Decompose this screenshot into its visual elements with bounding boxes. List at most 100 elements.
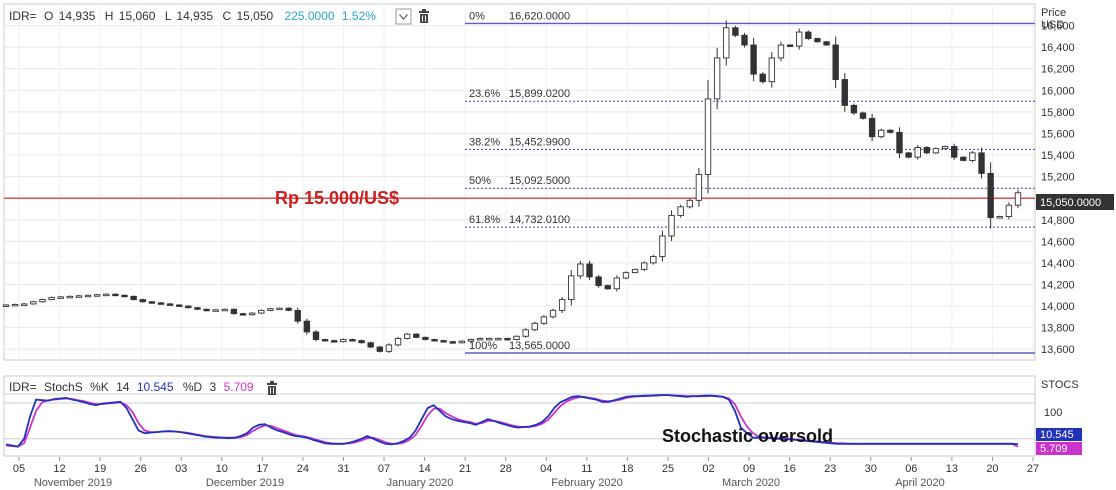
candle-body xyxy=(312,331,320,340)
candle-body xyxy=(403,333,411,339)
trash-icon[interactable] xyxy=(419,9,429,23)
candle-body xyxy=(321,339,329,342)
candle-body xyxy=(303,320,311,333)
stoch-gridlines xyxy=(4,393,1035,440)
stoch-plot-area xyxy=(3,375,1036,457)
fib-level-value: 15,452.9900 xyxy=(509,136,570,148)
price-tick-label: 15,800 xyxy=(1041,107,1075,119)
time-tick-label: 10 xyxy=(216,463,228,475)
candle-body xyxy=(595,276,602,287)
candle-body xyxy=(859,112,867,119)
fib-level-value: 13,565.0000 xyxy=(509,340,570,352)
stoch-k-label: %K xyxy=(90,380,109,394)
candle-body xyxy=(969,152,976,161)
candle-body xyxy=(267,308,274,311)
time-tick-label: 16 xyxy=(784,463,796,475)
candle-body xyxy=(157,302,165,305)
candle-body xyxy=(495,337,502,341)
fibonacci-levels: 0% 16,620.0000 23.6% 15,899.0200 38.2% 15,452… xyxy=(465,10,1035,354)
candle-body xyxy=(121,294,128,298)
candle-body xyxy=(741,34,748,46)
candle-body xyxy=(1014,192,1022,206)
stoch-d-label: %D xyxy=(183,380,203,394)
price-tick-label: 13,800 xyxy=(1041,323,1075,335)
current-price-label: 15,050.0000 xyxy=(1040,197,1101,209)
candle-body xyxy=(449,341,456,344)
candle-body xyxy=(540,316,548,324)
fib-level-pct: 23.6% xyxy=(469,88,500,100)
fib-level-value: 15,092.5000 xyxy=(509,175,570,187)
candle-body xyxy=(759,73,766,83)
candle-body xyxy=(476,337,484,341)
candle-body xyxy=(176,304,183,307)
candle-body xyxy=(905,152,912,158)
candle-body xyxy=(987,172,994,219)
time-tick-label: 04 xyxy=(540,463,552,475)
candle-body xyxy=(185,305,192,309)
price-tick-label: 14,400 xyxy=(1041,258,1075,270)
price-plot-area xyxy=(3,3,1036,361)
price-tick-label: 14,600 xyxy=(1041,236,1075,248)
price-axis-title: Price xyxy=(1041,7,1066,19)
candle-body xyxy=(39,299,46,303)
current-price-badge xyxy=(1036,194,1114,210)
time-tick-label: 30 xyxy=(865,463,877,475)
candle-body xyxy=(458,340,466,344)
candle-body xyxy=(549,309,557,318)
candle-body xyxy=(331,340,338,343)
candle-body xyxy=(558,299,566,311)
candle-body xyxy=(531,322,538,331)
price-tick-label: 14,800 xyxy=(1041,215,1075,227)
stoch-trash-icon[interactable] xyxy=(267,381,277,395)
candle-body xyxy=(832,44,839,80)
time-tick-label: 09 xyxy=(743,463,755,475)
time-tick-label: 05 xyxy=(13,463,25,475)
time-tick-label: 02 xyxy=(702,463,714,475)
dropdown-icon[interactable] xyxy=(395,8,412,25)
time-tick-label: 20 xyxy=(986,463,998,475)
candle-body xyxy=(668,214,675,237)
candle-body xyxy=(130,295,137,301)
candle-body xyxy=(21,303,28,306)
candle-body xyxy=(394,337,402,346)
low-value: 14,935 xyxy=(176,9,213,23)
candle-body xyxy=(868,117,876,138)
candle-body xyxy=(440,340,447,343)
price-tick-label: 14,000 xyxy=(1041,301,1075,313)
stoch-k-badge-label: 10.545 xyxy=(1040,429,1074,441)
month-label: November 2019 xyxy=(34,477,112,489)
candle-body xyxy=(887,129,894,133)
price-tick-label: 16,000 xyxy=(1041,85,1075,97)
candle-body xyxy=(768,57,776,83)
candle-body xyxy=(713,57,721,100)
candle-body xyxy=(1005,204,1013,217)
stoch-k-line xyxy=(5,394,1019,448)
candle-body xyxy=(504,337,511,341)
price-tick-label: 16,200 xyxy=(1041,64,1075,76)
candle-body xyxy=(203,308,210,312)
time-tick-label: 12 xyxy=(53,463,65,475)
candle-body xyxy=(48,296,55,301)
time-tick-label: 23 xyxy=(824,463,836,475)
time-tick-label: 14 xyxy=(418,463,430,475)
candle-body xyxy=(103,293,110,297)
candle-body xyxy=(285,307,292,311)
candle-body xyxy=(923,147,931,154)
close-value: 15,050 xyxy=(236,9,273,23)
price-tick-label: 14,200 xyxy=(1041,279,1075,291)
candle-body xyxy=(850,104,858,114)
candle-body xyxy=(75,295,83,298)
time-tick-label: 28 xyxy=(500,463,512,475)
month-label: February 2020 xyxy=(551,477,623,489)
stoch-k-badge xyxy=(1036,428,1082,441)
price-axis-ticks: 13,600 13,800 14,000 14,200 14,400 14,600 14,8… xyxy=(1041,21,1075,357)
candle-body xyxy=(978,152,985,174)
candle-body xyxy=(941,145,949,150)
time-tick-label: 07 xyxy=(378,463,390,475)
candle-body xyxy=(57,296,64,299)
candle-body xyxy=(613,277,621,290)
candle-body xyxy=(586,263,593,278)
candle-body xyxy=(166,303,174,306)
price-tick-label: 16,600 xyxy=(1041,21,1075,33)
